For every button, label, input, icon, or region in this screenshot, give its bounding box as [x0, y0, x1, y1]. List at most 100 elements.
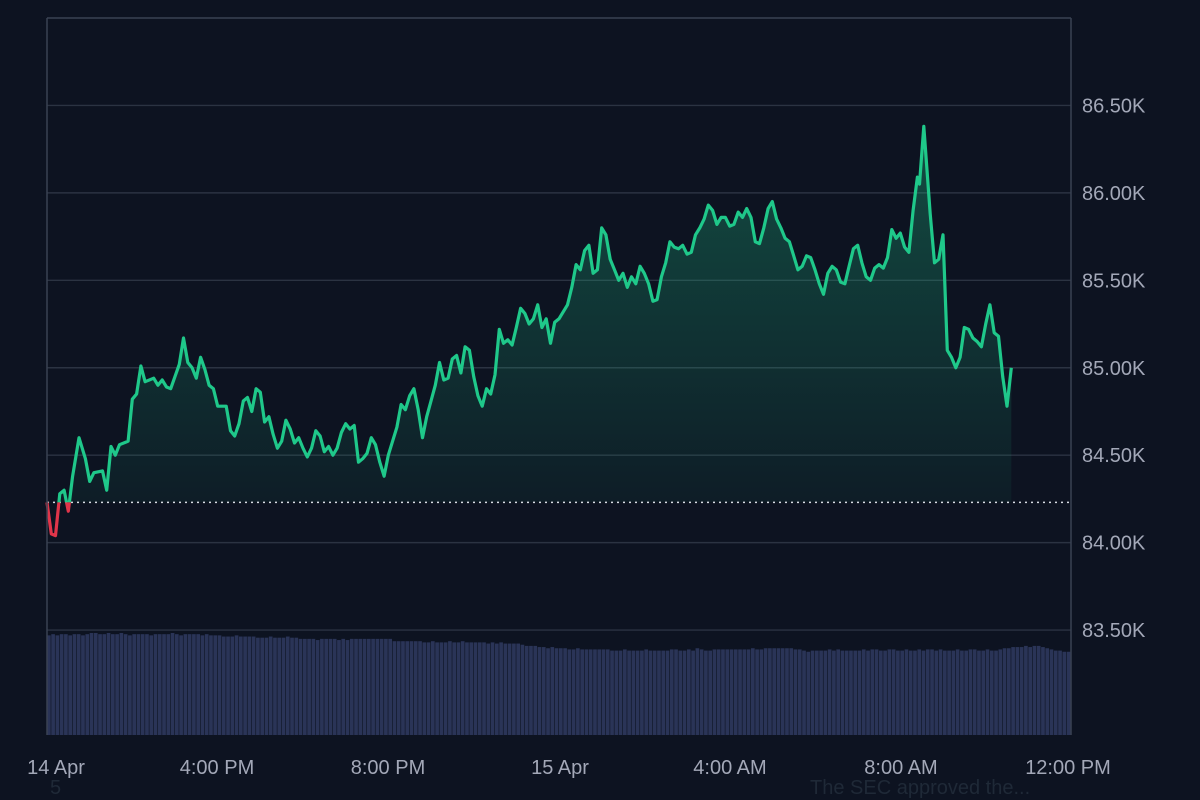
volume-bar [68, 635, 72, 735]
volume-bar [571, 649, 576, 735]
volume-bar [512, 643, 516, 735]
volume-bar [1066, 651, 1071, 735]
volume-bar [277, 637, 282, 735]
volume-bar [392, 641, 397, 735]
volume-bar [1028, 647, 1032, 735]
volume-bar [136, 634, 141, 735]
volume-bar [239, 636, 243, 735]
volume-bar [111, 634, 115, 735]
volume-bar [810, 650, 815, 735]
volume-bar [303, 638, 307, 735]
volume-bar [746, 649, 751, 735]
price-area-fill [47, 126, 1012, 503]
volume-bar [742, 649, 747, 735]
volume-bar [401, 641, 405, 735]
volume-bar [947, 650, 951, 735]
volume-bar [230, 636, 235, 735]
volume-bar [529, 645, 533, 735]
volume-bar [145, 634, 149, 735]
volume-bar [341, 638, 346, 735]
volume-bar [213, 635, 218, 735]
volume-bar [925, 649, 930, 735]
volume-bar [1032, 645, 1037, 735]
volume-bar [153, 634, 158, 735]
price-line [45, 124, 1013, 538]
volume-bar [76, 634, 81, 735]
volume-bar [618, 650, 623, 735]
volume-bar [140, 634, 145, 735]
price-area [47, 126, 1012, 503]
volume-bar [832, 650, 836, 735]
volume-bar [418, 641, 422, 735]
volume-bar [623, 649, 627, 735]
volume-bar [1062, 651, 1067, 735]
volume-bar [755, 649, 759, 735]
volume-bar [473, 642, 478, 735]
volume-bar [405, 641, 410, 735]
volume-bar [896, 650, 900, 735]
volume-bar [251, 636, 256, 735]
volume-bar [175, 634, 179, 735]
volume-bar [601, 649, 606, 735]
volume-bar [853, 650, 858, 735]
volume-bar [738, 649, 742, 735]
volume-bar [567, 649, 572, 735]
chart-frame [46, 17, 1072, 735]
volume-bar [196, 634, 200, 735]
volume-bar [179, 635, 183, 735]
volume-bar [345, 640, 350, 735]
volume-bar [712, 649, 717, 735]
volume-bar [209, 635, 213, 735]
volume-bar [51, 634, 55, 735]
price-line-up [46, 124, 1013, 503]
volume-bar [426, 642, 431, 735]
volume-bar [981, 650, 986, 735]
volume-bar [674, 649, 678, 735]
volume-bar [687, 649, 691, 735]
volume-bar [640, 650, 644, 735]
news-headline-link[interactable]: The SEC approved the... [810, 777, 1031, 799]
volume-bar [635, 650, 640, 735]
volume-bar [593, 649, 597, 735]
volume-bar [904, 649, 909, 735]
volume-bar [682, 650, 687, 735]
volume-bar [149, 635, 154, 735]
volume-bar [751, 648, 755, 735]
volume-bar [977, 650, 981, 735]
volume-bar [285, 636, 290, 735]
volume-bar [917, 649, 922, 735]
volume-bar [998, 649, 1003, 735]
volume-bar [162, 634, 166, 735]
volume-bar [247, 636, 252, 735]
volume-bar [610, 650, 614, 735]
volume-bar [102, 634, 107, 735]
volume-bar [930, 649, 934, 735]
x-tick-label: 14 Apr [27, 757, 85, 779]
volume-bar [320, 638, 324, 735]
volume-bar [699, 649, 704, 735]
volume-bar [183, 634, 188, 735]
volume-bar [439, 642, 444, 735]
volume-bar [520, 644, 525, 735]
volume-bar [960, 650, 964, 735]
volume-bar [563, 648, 567, 735]
volume-bar [964, 650, 968, 735]
volume-bar [443, 642, 448, 735]
volume-bar [968, 649, 973, 735]
volume-bar [879, 650, 883, 735]
volume-bar [900, 650, 904, 735]
volume-bar [349, 638, 354, 735]
volume-bar [59, 634, 64, 735]
volume-bar [708, 650, 712, 735]
volume-bar [226, 636, 230, 735]
y-tick-label: 84.00K [1082, 533, 1146, 555]
volume-bar [776, 648, 781, 735]
volume-bar [1053, 650, 1058, 735]
volume-bar [627, 650, 631, 735]
volume-bar [460, 641, 465, 735]
volume-bar [1045, 648, 1050, 735]
volume-bar [524, 645, 529, 735]
volume-bar [298, 638, 303, 735]
volume-bar [716, 649, 721, 735]
